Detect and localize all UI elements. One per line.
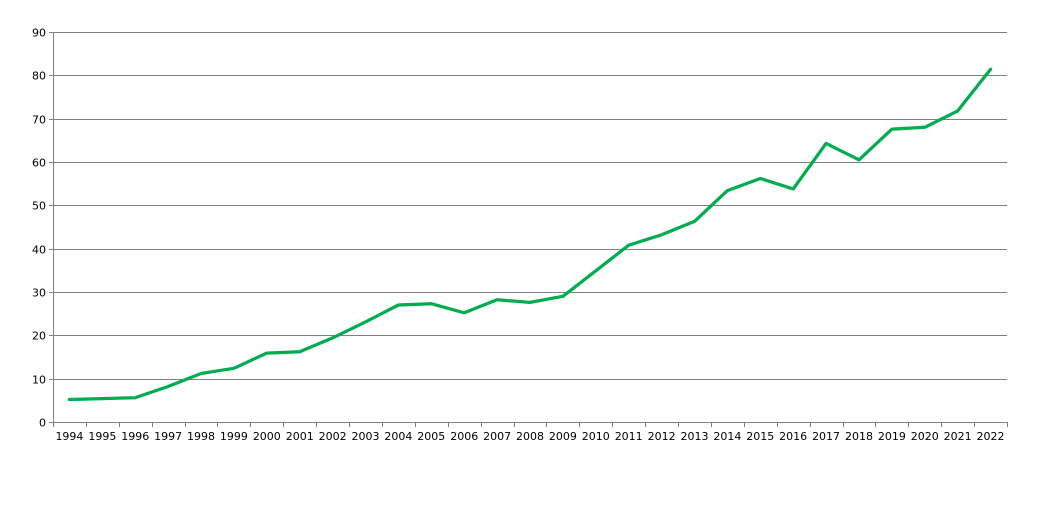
x-axis-label: 2022	[977, 430, 1005, 443]
x-axis-label: 1998	[187, 430, 215, 443]
y-axis-label: 60	[32, 157, 46, 170]
x-axis-label: 1994	[55, 430, 83, 443]
x-axis-label: 2000	[253, 430, 281, 443]
x-axis-label: 2008	[516, 430, 544, 443]
x-axis-label: 2018	[845, 430, 873, 443]
x-axis-label: 2001	[286, 430, 314, 443]
x-axis-label: 2002	[319, 430, 347, 443]
x-axis-label: 2005	[417, 430, 445, 443]
x-axis-label: 2012	[648, 430, 676, 443]
y-axis-label: 50	[32, 200, 46, 213]
x-axis-label: 1996	[121, 430, 149, 443]
x-axis-label: 2014	[713, 430, 741, 443]
x-axis-label: 2003	[352, 430, 380, 443]
y-axis-label: 10	[32, 374, 46, 387]
data-series-line	[67, 67, 993, 402]
x-axis-label: 2017	[812, 430, 840, 443]
x-axis-label: 1999	[220, 430, 248, 443]
x-axis-label: 2006	[450, 430, 478, 443]
x-axis-label: 2013	[680, 430, 708, 443]
x-axis-label: 2011	[615, 430, 643, 443]
y-axis-label: 30	[32, 287, 46, 300]
y-axis-label: 0	[39, 417, 46, 430]
x-axis-label: 2010	[582, 430, 610, 443]
y-axis-label: 70	[32, 114, 46, 127]
x-axis-label: 1997	[154, 430, 182, 443]
x-axis-label: 2009	[549, 430, 577, 443]
x-axis-label: 2019	[878, 430, 906, 443]
y-axis-label: 80	[32, 70, 46, 83]
x-axis-label: 2021	[944, 430, 972, 443]
y-axis-label: 90	[32, 27, 46, 40]
x-axis-label: 2020	[911, 430, 939, 443]
x-axis-label: 1995	[88, 430, 116, 443]
y-axis-label: 20	[32, 330, 46, 343]
x-axis-label: 2004	[384, 430, 412, 443]
x-axis-label: 2007	[483, 430, 511, 443]
y-axis-label: 40	[32, 244, 46, 257]
x-axis-label: 2016	[779, 430, 807, 443]
x-axis-label: 2015	[746, 430, 774, 443]
